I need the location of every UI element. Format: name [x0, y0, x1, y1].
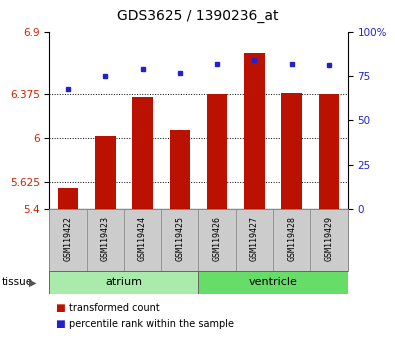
Bar — [199, 271, 348, 294]
Text: tissue: tissue — [2, 277, 33, 287]
Text: GSM119428: GSM119428 — [287, 216, 296, 261]
Text: GSM119423: GSM119423 — [101, 216, 110, 261]
Bar — [281, 93, 302, 209]
Bar — [161, 209, 199, 271]
Bar — [95, 136, 116, 209]
Bar — [49, 271, 199, 294]
Bar — [58, 188, 78, 209]
Text: transformed count: transformed count — [69, 303, 160, 313]
Bar — [236, 209, 273, 271]
Text: GSM119429: GSM119429 — [324, 216, 333, 261]
Bar — [310, 209, 348, 271]
Text: GSM119427: GSM119427 — [250, 216, 259, 261]
Bar — [169, 130, 190, 209]
Text: ventricle: ventricle — [248, 277, 297, 287]
Text: GDS3625 / 1390236_at: GDS3625 / 1390236_at — [117, 9, 278, 23]
Bar — [199, 209, 236, 271]
Bar — [132, 97, 153, 209]
Text: GSM119424: GSM119424 — [138, 216, 147, 261]
Text: GSM119422: GSM119422 — [64, 216, 73, 261]
Bar — [87, 209, 124, 271]
Text: GSM119426: GSM119426 — [213, 216, 222, 261]
Bar — [244, 53, 265, 209]
Bar — [49, 209, 87, 271]
Text: atrium: atrium — [105, 277, 143, 287]
Bar — [124, 209, 161, 271]
Bar — [319, 94, 339, 209]
Text: ■: ■ — [55, 303, 65, 313]
Bar — [273, 209, 310, 271]
Text: ■: ■ — [55, 319, 65, 329]
Text: ▶: ▶ — [29, 277, 36, 287]
Text: percentile rank within the sample: percentile rank within the sample — [69, 319, 234, 329]
Bar — [207, 95, 228, 209]
Text: GSM119425: GSM119425 — [175, 216, 184, 261]
